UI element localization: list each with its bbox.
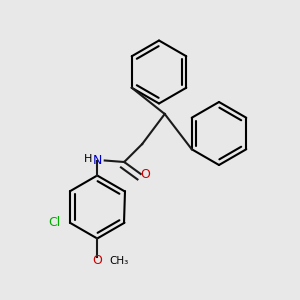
Text: H: H (83, 154, 92, 164)
Text: O: O (92, 254, 102, 268)
Text: Cl: Cl (49, 216, 61, 229)
Text: N: N (92, 154, 102, 167)
Text: CH₃: CH₃ (109, 256, 128, 266)
Text: O: O (140, 167, 150, 181)
